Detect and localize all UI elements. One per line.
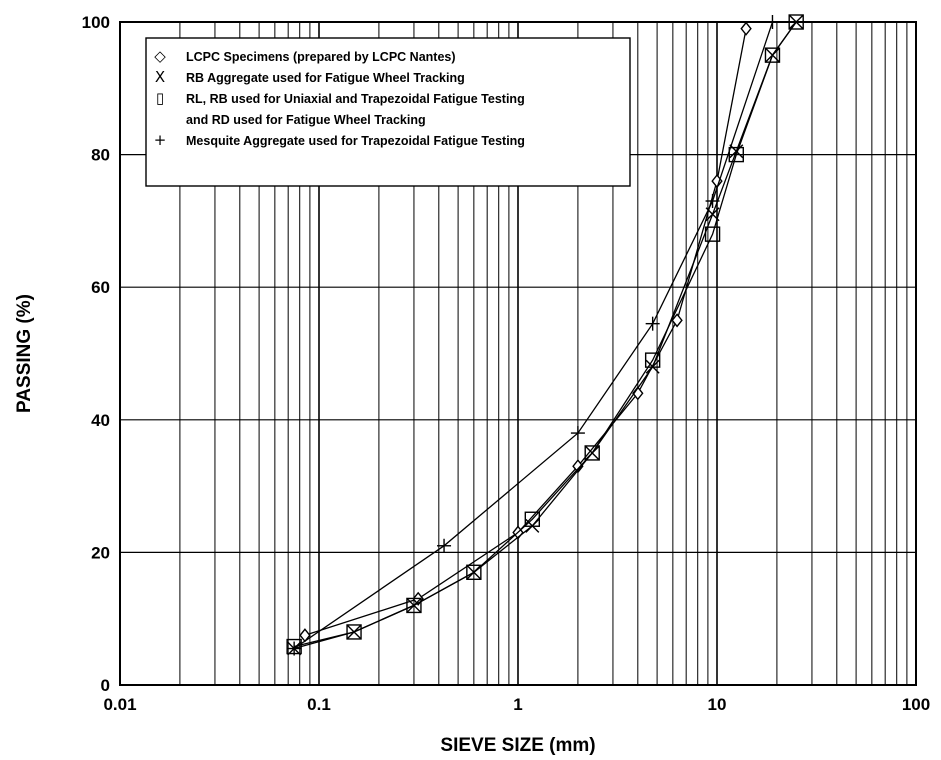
diamond-marker xyxy=(740,21,752,36)
square-marker xyxy=(406,597,422,614)
plus-marker xyxy=(437,538,452,553)
legend-label: and RD used for Fatigue Wheel Tracking xyxy=(186,113,426,127)
series-line xyxy=(293,21,797,648)
axes: 0.01 0.1 1 10 100 0 20 40 60 80 100 xyxy=(82,13,931,714)
plus-marker xyxy=(570,426,585,441)
x-tick-label: 0.01 xyxy=(103,695,136,714)
plus-marker xyxy=(705,194,720,209)
legend-box xyxy=(145,37,631,187)
plus-marker xyxy=(645,316,660,331)
y-tick-label: 80 xyxy=(91,146,110,165)
x-tick-label: 10 xyxy=(708,695,727,714)
y-tick-label: 100 xyxy=(82,13,110,32)
y-tick-label: 20 xyxy=(91,543,110,562)
x-tick-label: 1 xyxy=(513,695,522,714)
legend-symbol-square: ▯ xyxy=(156,89,164,107)
plus-marker xyxy=(287,641,302,656)
legend-label: LCPC Specimens (prepared by LCPC Nantes) xyxy=(186,50,456,64)
series-plus xyxy=(287,15,780,656)
y-tick-label: 0 xyxy=(101,676,110,695)
legend: ◇ LCPC Specimens (prepared by LCPC Nantes… xyxy=(145,37,631,187)
square-marker xyxy=(524,511,541,527)
plus-marker xyxy=(765,15,780,29)
plot-frame xyxy=(119,21,917,686)
diamond-marker xyxy=(572,459,584,474)
square-marker xyxy=(764,47,781,63)
series-square xyxy=(286,14,804,655)
legend-label: RB Aggregate used for Fatigue Wheel Trac… xyxy=(186,71,465,85)
square-marker xyxy=(704,226,721,242)
square-marker xyxy=(728,146,744,163)
legend-symbol-plus: + xyxy=(154,131,167,149)
square-marker xyxy=(788,14,804,30)
diamond-marker xyxy=(632,386,644,401)
legend-symbol-x: X xyxy=(155,68,165,86)
diamond-marker xyxy=(671,313,683,328)
x-tick-label: 0.1 xyxy=(307,695,331,714)
x-tick-label: 100 xyxy=(902,695,930,714)
series-line xyxy=(293,21,774,650)
square-marker xyxy=(644,352,661,368)
x-axis-title: SIEVE SIZE (mm) xyxy=(440,735,595,756)
legend-label: Mesquite Aggregate used for Trapezoidal … xyxy=(186,134,525,148)
legend-label: RL, RB used for Uniaxial and Trapezoidal… xyxy=(186,92,525,106)
legend-symbol-diamond: ◇ xyxy=(154,47,166,65)
x-marker-stroke xyxy=(705,207,720,222)
y-axis-title: PASSING (%) xyxy=(14,294,35,413)
y-tick-label: 60 xyxy=(91,278,110,297)
data-series xyxy=(286,14,804,656)
square-marker xyxy=(346,624,362,640)
square-marker xyxy=(466,564,482,580)
y-tick-label: 40 xyxy=(91,411,110,430)
square-marker xyxy=(584,445,600,461)
